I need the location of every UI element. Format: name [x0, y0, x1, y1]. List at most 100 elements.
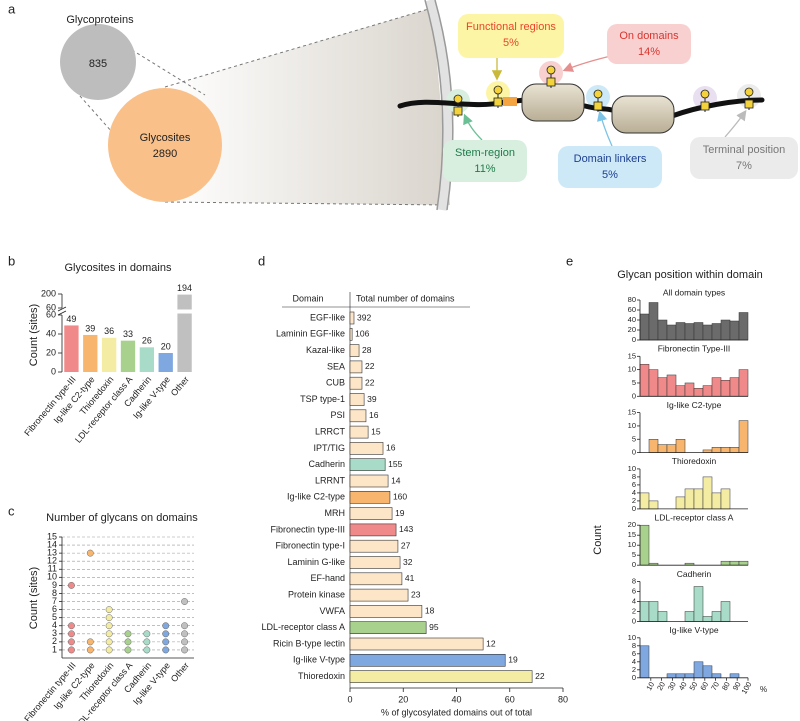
region-label: Stem-region	[455, 147, 515, 159]
bar	[101, 337, 117, 372]
subplot-title: Cadherin	[677, 569, 712, 579]
hist-bar	[711, 611, 722, 622]
hist-bar	[639, 313, 650, 341]
hist-bar	[720, 447, 731, 453]
hist-bar	[648, 439, 659, 453]
glycoproteins-count: 835	[89, 58, 107, 70]
y-tick-label: 10	[628, 464, 636, 473]
total-label: 39	[367, 394, 377, 404]
row-label: VWFA	[319, 606, 345, 616]
y-tick-label: 15	[628, 351, 636, 360]
glycosites-circle	[108, 88, 222, 202]
x-tick-label: 0	[347, 694, 352, 704]
total-label: 106	[355, 329, 369, 339]
dot	[181, 622, 189, 630]
row-label: Ig-like V-type	[293, 655, 345, 665]
bar	[349, 539, 399, 553]
x-tick-label: 90	[731, 680, 743, 692]
hist-bar	[738, 312, 749, 341]
region-box	[690, 137, 798, 179]
y-tick-label: 2	[632, 496, 636, 505]
x-tick-label: 70	[709, 680, 721, 692]
hist-bar	[684, 382, 695, 397]
y-tick-label: 2	[52, 636, 57, 646]
hist-bar	[738, 560, 749, 566]
dot	[86, 646, 94, 654]
hist-bar	[693, 388, 704, 397]
total-label: 160	[393, 492, 407, 502]
row-label: Fibronectin type-I	[275, 541, 345, 551]
hist-bar	[648, 369, 659, 397]
bar	[349, 425, 369, 439]
hist-bar	[702, 385, 713, 397]
y-tick-label: 60	[628, 305, 636, 314]
row-label: LRRCT	[315, 426, 346, 436]
hist-bar	[702, 616, 713, 622]
row-label: Ricin B-type lectin	[273, 638, 345, 648]
subplot-title: LDL-receptor class A	[655, 512, 734, 522]
dot	[181, 638, 189, 646]
chart-title: Glycan position within domain	[617, 269, 763, 281]
dot	[143, 638, 151, 646]
hist-bar	[675, 385, 686, 397]
y-tick-label: 60	[46, 309, 56, 319]
x-tick-label: 40	[677, 680, 689, 692]
hist-bar	[711, 377, 722, 397]
y-tick-label: 8	[632, 641, 636, 650]
x-axis-label: % of glycosylated domains out of total	[381, 707, 532, 717]
y-tick-label: 0	[632, 448, 636, 457]
y-tick-label: 3	[52, 628, 57, 638]
dot	[124, 646, 132, 654]
axis-break	[56, 309, 196, 314]
y-tick-label: 0	[632, 616, 636, 625]
hist-bar	[738, 369, 749, 397]
glycosites-count: 2890	[153, 148, 177, 160]
y-tick-label: 8	[632, 576, 636, 585]
bar	[158, 353, 173, 372]
value-label: 49	[66, 314, 76, 324]
hist-bar	[693, 322, 704, 341]
dot	[67, 646, 75, 654]
bar	[64, 325, 79, 372]
dot	[105, 622, 113, 630]
panel-label: b	[8, 253, 15, 268]
y-tick-label: 20	[628, 520, 636, 529]
panel-label: c	[8, 503, 15, 518]
zoom-line	[164, 201, 449, 206]
x-axis-label: %	[760, 685, 767, 694]
hist-bar	[684, 323, 695, 341]
bar	[349, 637, 484, 651]
row-label: EGF-like	[310, 312, 345, 322]
hist-bar	[657, 319, 668, 341]
bar	[349, 507, 393, 520]
y-tick-label: 0	[632, 504, 636, 513]
y-tick-label: 4	[52, 620, 57, 630]
subplot-title: All domain types	[663, 287, 725, 297]
hist-bar	[684, 488, 695, 510]
y-axis-label: Count	[592, 525, 604, 554]
zoom-line	[131, 49, 206, 96]
row-label: Laminin G-like	[287, 557, 345, 567]
hist-bar	[639, 601, 650, 622]
bar	[349, 523, 397, 537]
row-label: Kazal-like	[306, 345, 345, 355]
bar	[349, 588, 409, 602]
total-label: 19	[395, 508, 405, 518]
zoom-cone	[165, 8, 450, 205]
arrow	[562, 54, 616, 72]
bar	[349, 327, 353, 341]
region-box	[607, 24, 691, 64]
y-tick-label: 0	[632, 560, 636, 569]
dot	[67, 622, 75, 630]
protein-domain	[611, 95, 675, 134]
row-label: TSP type-1	[300, 394, 345, 404]
bar	[349, 605, 423, 618]
hist-bar	[720, 488, 731, 510]
total-label: 19	[508, 655, 518, 665]
arrow	[724, 109, 747, 138]
dot	[162, 630, 170, 638]
hist-bar	[693, 661, 704, 679]
region-box	[558, 146, 662, 188]
x-tick-label: 80	[720, 680, 732, 692]
row-label: Fibronectin type-III	[270, 524, 345, 534]
